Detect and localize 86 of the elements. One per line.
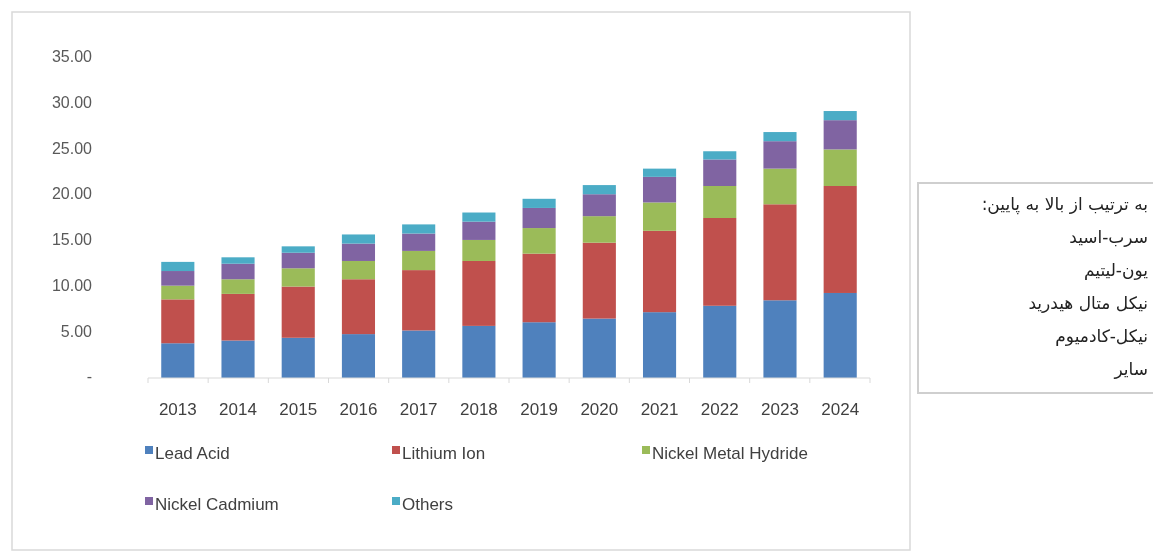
bar xyxy=(161,299,195,344)
y-tick-label: - xyxy=(86,368,92,386)
bar xyxy=(341,260,376,280)
x-tick-label: 2018 xyxy=(459,400,498,420)
bar xyxy=(221,263,255,280)
bar xyxy=(823,149,857,186)
bar xyxy=(703,159,737,186)
bar xyxy=(281,246,315,253)
bar xyxy=(763,168,797,205)
x-tick-label: 2014 xyxy=(219,400,257,420)
bar xyxy=(281,268,315,287)
bar xyxy=(703,218,737,306)
x-tick-label: 2021 xyxy=(640,400,679,420)
bar xyxy=(402,250,436,271)
bar xyxy=(402,270,436,331)
bar xyxy=(281,337,315,378)
bar xyxy=(522,322,556,378)
bar xyxy=(522,253,556,323)
bar xyxy=(402,330,436,378)
x-tick-label: 2020 xyxy=(580,400,619,420)
bar xyxy=(823,292,857,378)
bar xyxy=(522,198,556,208)
bar xyxy=(582,242,616,319)
bar xyxy=(642,176,677,203)
bar xyxy=(462,212,496,222)
bar xyxy=(703,151,737,160)
bar xyxy=(341,279,376,335)
bar xyxy=(642,230,677,313)
bar xyxy=(221,340,255,378)
y-tick-label: 25.00 xyxy=(51,139,93,157)
x-tick-label: 2013 xyxy=(158,400,197,420)
bar xyxy=(763,300,797,378)
bar xyxy=(281,286,315,338)
bar xyxy=(221,293,255,341)
bar xyxy=(281,252,315,269)
bar xyxy=(462,239,496,261)
legend-label: Nickel Cadmium xyxy=(155,495,279,515)
y-tick-label: 15.00 xyxy=(51,231,93,249)
bar xyxy=(462,221,496,240)
text: به ترتیب از بالا به پایین: سرب-اسید یون-لیتیم نیکل متال هیدرید نیکل-کادمیوم سایر xyxy=(981,194,1149,379)
y-tick-label: 35.00 xyxy=(51,48,93,66)
x-tick-label: 2017 xyxy=(399,400,438,420)
bar xyxy=(402,233,436,251)
bar xyxy=(642,168,677,177)
bar xyxy=(161,261,195,272)
bar xyxy=(823,186,857,293)
legend-label: Lithium Ion xyxy=(402,444,486,464)
bar xyxy=(402,224,436,234)
bar xyxy=(763,141,797,169)
y-tick-label: 30.00 xyxy=(51,93,93,111)
bar xyxy=(763,132,797,142)
x-tick-label: 2019 xyxy=(520,400,559,420)
bar xyxy=(823,111,857,121)
bar xyxy=(582,185,616,195)
x-tick-label: 2023 xyxy=(761,400,799,420)
bar xyxy=(161,343,195,378)
y-tick-label: 5.00 xyxy=(60,322,93,340)
bar xyxy=(341,334,376,378)
bar xyxy=(221,279,255,294)
bar xyxy=(341,234,376,244)
bar xyxy=(642,312,677,378)
bar xyxy=(823,120,857,150)
bar xyxy=(582,318,616,378)
x-tick-label: 2022 xyxy=(700,400,739,420)
x-tick-label: 2016 xyxy=(339,400,378,420)
bar xyxy=(763,204,797,301)
bar xyxy=(522,228,556,254)
bar xyxy=(703,305,737,378)
bar xyxy=(462,325,496,378)
x-tick-label: 2024 xyxy=(821,400,860,420)
legend-label: Nickel Metal Hydride xyxy=(652,444,808,464)
x-tick-label: 2015 xyxy=(279,400,318,420)
bar xyxy=(161,271,195,286)
bar xyxy=(522,207,556,229)
bar xyxy=(341,243,376,261)
y-tick-label: 10.00 xyxy=(51,276,93,294)
legend-label: Others xyxy=(402,495,454,515)
bar xyxy=(642,202,677,231)
bar xyxy=(462,260,496,326)
legend-label: Lead Acid xyxy=(155,444,230,464)
y-tick-label: 20.00 xyxy=(51,185,93,203)
bar xyxy=(582,216,616,243)
bar xyxy=(703,186,737,218)
bar xyxy=(582,194,616,217)
bar xyxy=(161,285,195,300)
bar xyxy=(221,257,255,264)
